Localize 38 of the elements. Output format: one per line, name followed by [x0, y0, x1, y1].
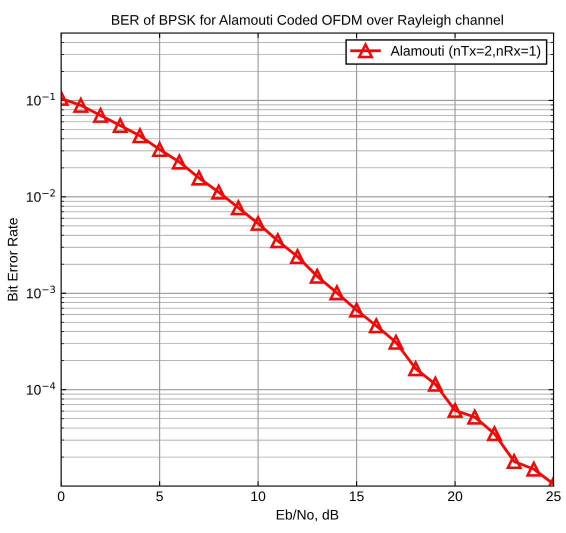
point [506, 454, 522, 469]
x-tick-label: 25 [546, 491, 561, 502]
point [230, 200, 246, 216]
point [526, 462, 542, 477]
point [112, 118, 128, 133]
point [250, 216, 266, 231]
x-tick-label: 0 [58, 491, 64, 502]
point [388, 334, 404, 350]
y-tick-label: 10$^{−2}$ [26, 189, 55, 202]
point [349, 302, 364, 318]
point [132, 128, 148, 144]
y-axis-title: Bit Error Rate [7, 218, 18, 300]
point [486, 426, 502, 442]
y-tick-label: 10$^{−1}$ [26, 92, 55, 106]
point [368, 318, 384, 334]
point [329, 285, 344, 300]
y-tick-label: 10$^{−4}$ [26, 382, 56, 395]
point [93, 108, 108, 123]
point [172, 154, 187, 170]
point [448, 402, 463, 418]
point [270, 233, 286, 248]
x-tick-label: 5 [156, 491, 163, 502]
x-axis-title: Eb/No, dB [276, 509, 338, 522]
point [211, 184, 226, 200]
point [73, 98, 88, 113]
point [152, 142, 168, 157]
point [467, 410, 482, 425]
point [290, 249, 305, 264]
x-tick-label: 20 [448, 491, 462, 502]
point [310, 268, 325, 284]
x-tick-label: 15 [350, 491, 364, 502]
point [408, 361, 424, 376]
point [192, 170, 207, 186]
legend-label: Alamouti (nTx=2,nRx=1) [390, 46, 540, 58]
chart-title: BER of BPSK for Alamouti Coded OFDM over Rayleigh channel [112, 14, 503, 28]
point [428, 376, 443, 392]
y-tick-label: 10$^{−3}$ [26, 286, 55, 298]
x-tick-label: 10 [251, 491, 266, 502]
